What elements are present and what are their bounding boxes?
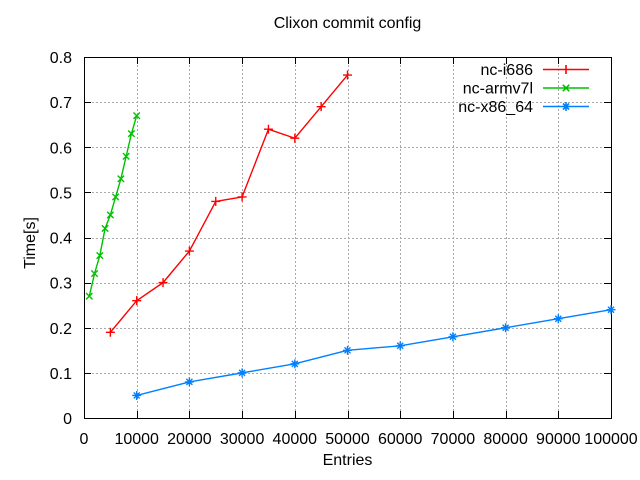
- legend-label-nc-i686: nc-i686: [481, 62, 534, 79]
- legend-label-nc-armv7l: nc-armv7l: [463, 81, 533, 98]
- legend-sample-nc-armv7l: [543, 84, 589, 92]
- series-line-nc-x86_64: [136, 309, 612, 397]
- y-tick-label: 0.2: [50, 321, 72, 338]
- series-markers-nc-x86_64: [132, 305, 616, 400]
- y-tick-label: 0.7: [50, 95, 72, 112]
- x-tick-label: 50000: [325, 431, 370, 448]
- legend-label-nc-x86_64: nc-x86_64: [458, 99, 533, 116]
- x-tick-label: 10000: [114, 431, 159, 448]
- x-tick-label: 30000: [220, 431, 265, 448]
- x-tick-label: 60000: [378, 431, 423, 448]
- legend-entry-nc-armv7l: nc-armv7l: [463, 81, 589, 98]
- x-tick-label: 0: [80, 431, 89, 448]
- chart-title: Clixon commit config: [273, 15, 422, 32]
- legend-entry-nc-x86_64: nc-x86_64: [458, 99, 589, 116]
- y-tick-label: 0.8: [50, 50, 72, 67]
- y-tick-label: 0: [63, 411, 72, 428]
- x-tick-label: 70000: [431, 431, 476, 448]
- series-markers-nc-i686: [105, 70, 352, 337]
- x-axis-label: Entries: [322, 452, 373, 469]
- legend-sample-nc-i686: [543, 65, 589, 74]
- series-line-nc-armv7l: [88, 115, 138, 297]
- legend-entry-nc-i686: nc-i686: [481, 62, 589, 79]
- y-tick-label: 0.1: [50, 366, 72, 383]
- x-tick-label: 20000: [167, 431, 212, 448]
- x-tick-label: 90000: [536, 431, 581, 448]
- y-tick-label: 0.3: [50, 276, 72, 293]
- y-tick-label: 0.4: [50, 231, 72, 248]
- series-line-nc-i686: [109, 74, 349, 333]
- legend-sample-nc-x86_64: [543, 102, 589, 111]
- y-tick-label: 0.5: [50, 185, 72, 202]
- y-tick-label: 0.6: [50, 140, 72, 157]
- x-tick-label: 80000: [483, 431, 528, 448]
- series-markers-nc-armv7l: [85, 111, 141, 300]
- x-tick-label: 100000: [584, 431, 637, 448]
- x-tick-label: 40000: [273, 431, 318, 448]
